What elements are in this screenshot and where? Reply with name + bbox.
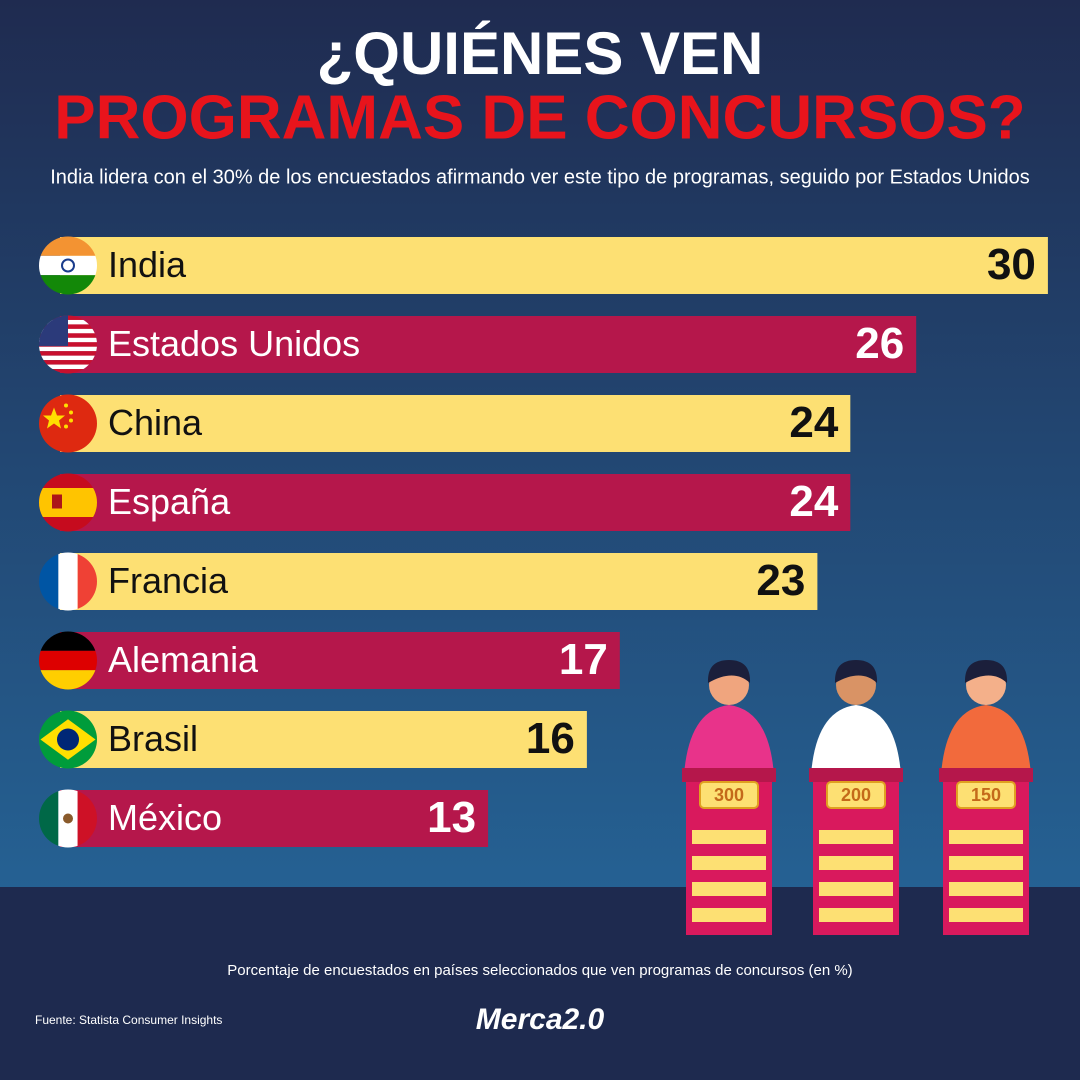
category-label: India	[108, 244, 187, 285]
title-line2: PROGRAMAS DE CONCURSOS?	[54, 83, 1025, 152]
flag-part	[77, 789, 97, 848]
value-label: 16	[526, 714, 575, 763]
value-label: 24	[789, 477, 838, 526]
subtitle: India lidera con el 30% de los encuestad…	[50, 166, 1029, 188]
person-body	[941, 705, 1031, 775]
value-label: 24	[789, 398, 838, 447]
flag	[39, 631, 97, 690]
person-body	[684, 705, 774, 775]
category-label: Francia	[108, 560, 229, 601]
flag-part	[39, 394, 97, 453]
flag-part	[39, 369, 97, 374]
flag-part	[69, 418, 73, 423]
flag	[39, 473, 97, 532]
podium-stripe	[819, 882, 893, 896]
flag-part	[64, 424, 68, 429]
bar	[60, 316, 917, 373]
podium-top	[809, 768, 903, 782]
flag-part	[39, 346, 97, 352]
illustration: 300 200 150	[682, 660, 1033, 935]
flag-part	[39, 364, 97, 370]
podium-stripe	[692, 856, 766, 870]
note: Porcentaje de encuestados en países sele…	[227, 962, 852, 979]
person-body	[811, 705, 901, 775]
bar	[60, 474, 851, 531]
value-label: 13	[427, 793, 476, 842]
flag-part	[63, 813, 73, 824]
person-hair	[707, 660, 751, 683]
podium-label: 300	[714, 785, 744, 805]
podium-stripe	[692, 908, 766, 922]
flag-part	[69, 410, 73, 415]
logo: Merca2.0	[476, 1003, 605, 1036]
flag-part	[43, 407, 65, 429]
bar	[60, 395, 851, 452]
bar	[60, 632, 620, 689]
flag-part	[52, 494, 62, 509]
flag-part	[39, 552, 59, 611]
podium-stripe	[949, 830, 1023, 844]
value-label: 30	[987, 240, 1036, 289]
podium-stripe	[949, 856, 1023, 870]
flag	[39, 552, 97, 611]
podium-stripe	[819, 856, 893, 870]
flag-part	[39, 255, 97, 276]
flag	[39, 315, 97, 374]
bar	[60, 711, 587, 768]
flag-part	[39, 275, 97, 295]
category-label: México	[108, 797, 222, 838]
flag	[39, 394, 97, 453]
category-label: España	[108, 481, 231, 522]
flag	[39, 789, 97, 848]
source: Fuente: Statista Consumer Insights	[35, 1013, 222, 1027]
flag	[39, 236, 97, 295]
bar	[60, 237, 1048, 294]
flag-part	[39, 488, 97, 517]
category-label: Alemania	[108, 639, 259, 680]
bar	[60, 553, 818, 610]
podium-stripe	[692, 882, 766, 896]
podium-stripe	[819, 830, 893, 844]
flag-part	[58, 552, 78, 611]
flag-part	[39, 670, 97, 690]
podium-stripe	[692, 830, 766, 844]
category-label: China	[108, 402, 203, 443]
category-label: Estados Unidos	[108, 323, 360, 364]
podium-sign	[826, 781, 886, 809]
flag-part	[39, 789, 59, 848]
value-label: 23	[756, 556, 805, 605]
flag-part	[39, 236, 97, 256]
category-label: Brasil	[108, 718, 198, 759]
value-label: 17	[559, 635, 608, 684]
flag-part	[39, 351, 97, 356]
flag-part	[61, 258, 75, 273]
flag	[39, 710, 97, 769]
flag-part	[39, 355, 97, 361]
podium-sign	[699, 781, 759, 809]
podium-stripe	[949, 882, 1023, 896]
podium-sign	[956, 781, 1016, 809]
podium-label: 150	[971, 785, 1001, 805]
podium-top	[939, 768, 1033, 782]
bar	[60, 790, 489, 847]
person-hair	[964, 660, 1008, 683]
flag-part	[77, 552, 97, 611]
podium-label: 200	[841, 785, 871, 805]
person-hair	[834, 660, 878, 683]
podium-top	[682, 768, 776, 782]
flag-part	[39, 631, 97, 651]
flag-part	[56, 728, 80, 751]
value-label: 26	[855, 319, 904, 368]
podium-stripe	[949, 908, 1023, 922]
flag-part	[39, 650, 97, 671]
title: ¿QUIÉNES VEN	[317, 20, 764, 87]
footer-band	[0, 887, 1080, 1080]
flag-part	[39, 360, 97, 365]
flag-part	[64, 403, 68, 408]
podium-stripe	[819, 908, 893, 922]
